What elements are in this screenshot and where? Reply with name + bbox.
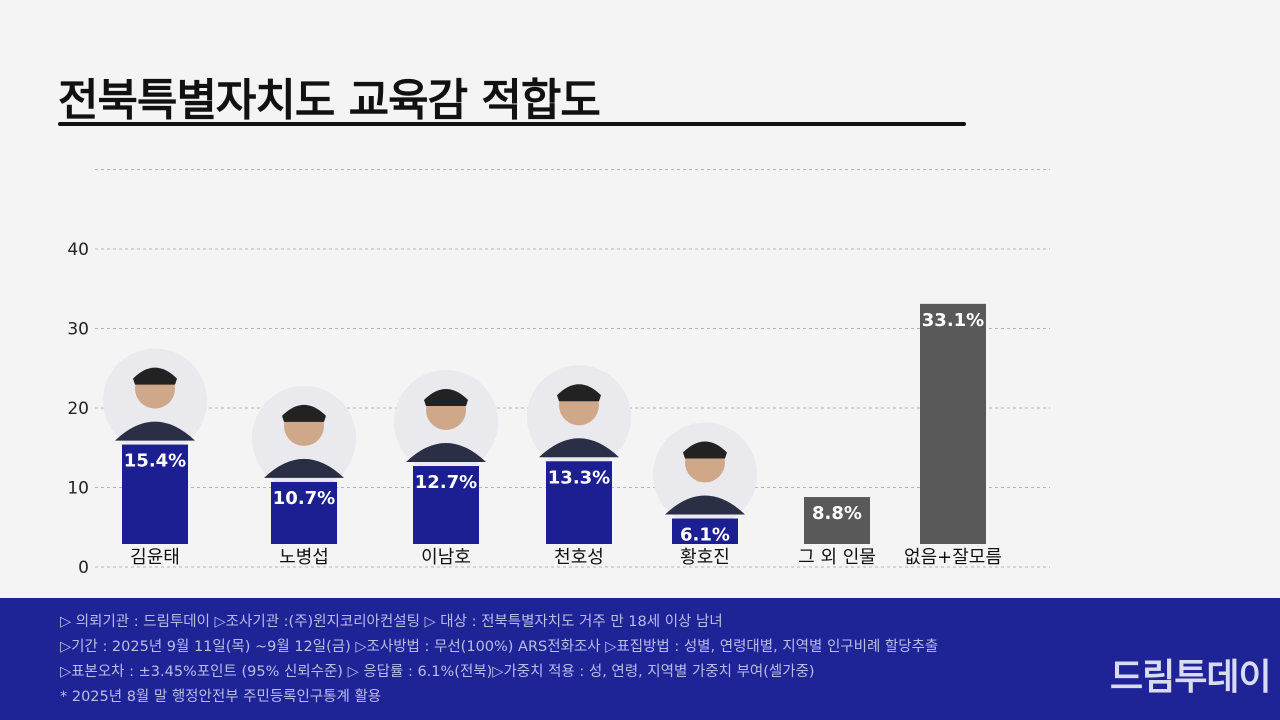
category-label: 그 외 인물 [798, 547, 876, 568]
footer-line-2: ▷기간 : 2025년 9월 11일(목) ~9월 12일(금) ▷조사방법 :… [60, 639, 939, 655]
category-label: 이남호 [421, 547, 471, 568]
dreamtoday-logo: 드림투데이 [1110, 657, 1272, 698]
candidate-photo-hair [424, 389, 468, 407]
y-tick-label: 30 [67, 320, 89, 340]
category-label: 김윤태 [130, 547, 180, 568]
bar [271, 481, 337, 544]
y-tick-label: 40 [67, 240, 89, 260]
bar [672, 518, 738, 544]
bar-value-label: 6.1% [680, 525, 730, 546]
category-label: 노병섭 [279, 547, 329, 568]
footer-line-1: ▷ 의뢰기관 : 드림투데이 ▷조사기관 :(주)윈지코리아컨설팅 ▷ 대상 :… [60, 614, 723, 630]
candidate-photo-suit [539, 438, 619, 458]
candidate-photo-hair [133, 367, 177, 385]
candidate-photo-suit [115, 421, 195, 441]
candidate-photo-hair [557, 384, 601, 402]
bar [804, 497, 870, 544]
candidate-photo-suit [665, 495, 745, 515]
category-label: 황호진 [680, 547, 730, 568]
category-label: 천호성 [554, 547, 604, 568]
bar-value-label: 13.3% [548, 467, 610, 488]
title-underline [58, 122, 966, 126]
candidate-photo-suit [264, 458, 344, 478]
y-tick-label: 20 [67, 399, 89, 419]
bar-value-label: 12.7% [415, 472, 477, 493]
bar-value-label: 15.4% [124, 451, 186, 472]
bar [546, 461, 612, 544]
bar-value-label: 10.7% [273, 488, 335, 509]
bar [920, 303, 986, 544]
bar [122, 444, 188, 544]
survey-info-footer: ▷ 의뢰기관 : 드림투데이 ▷조사기관 :(주)윈지코리아컨설팅 ▷ 대상 :… [0, 598, 1280, 720]
category-label: 없음+잘모름 [904, 547, 1002, 568]
y-tick-label: 10 [67, 479, 89, 499]
bar-value-label: 33.1% [922, 310, 984, 331]
candidate-photo-suit [406, 443, 486, 463]
chart-title: 전북특별자치도 교육감 적합도 [58, 75, 601, 126]
footer-line-3: ▷표본오차 : ±3.45%포인트 (95% 신뢰수준) ▷ 응답률 : 6.1… [60, 664, 815, 680]
bar-value-label: 8.8% [812, 503, 862, 524]
footer-line-4: * 2025년 8월 말 행정안전부 주민등록인구통계 활용 [60, 689, 382, 705]
candidate-photo-hair [683, 441, 727, 459]
y-tick-label: 0 [78, 558, 89, 578]
candidate-photo-hair [282, 404, 326, 422]
bar-chart: 0 10 20 30 40 15.4% 김윤태 10.7% 노병섭 12.7% 이남호 13.3% 천호… [67, 169, 1050, 578]
bar [413, 466, 479, 544]
